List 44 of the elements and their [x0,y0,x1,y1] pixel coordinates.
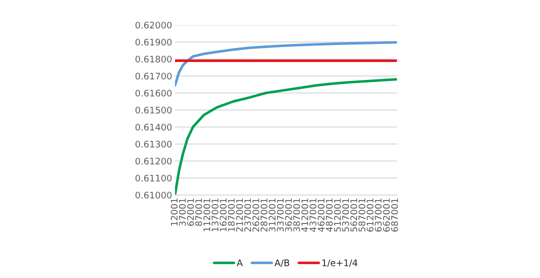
x-tick-label: 662001 [382,198,390,232]
y-tick-label: 0.61000 [135,192,172,199]
x-tick-label: 212001 [236,198,243,232]
x-tick-label: 537001 [342,198,350,232]
x-tick-label: 12001 [170,198,178,226]
x-tick-label: 437001 [310,198,316,232]
legend-label: A [236,260,243,266]
line-series [175,41,397,87]
y-tick-label: 0.61400 [135,124,172,131]
x-tick-label: 412001 [301,198,308,232]
x-tick-label: 687001 [391,198,398,232]
x-tick-label: 362001 [285,198,292,232]
x-tick-label: 562001 [350,198,358,232]
y-tick-label: 0.61200 [135,158,172,165]
x-tick-label: 337001 [276,198,284,232]
y-tick-label: 0.62000 [135,22,172,29]
y-tick-label: 0.61700 [135,72,172,80]
line-series [175,78,397,195]
x-tick-label: 287001 [260,198,268,232]
x-tick-label: 62001 [187,198,194,226]
x-tick-label: 87001 [195,198,202,226]
x-tick-label: 637001 [374,198,382,232]
x-tick-label: 237001 [244,198,252,232]
y-tick-label: 0.61500 [135,106,172,114]
x-tick-label: 37001 [178,198,186,226]
y-tick-label: 0.61300 [135,140,172,148]
x-tick-label: 312001 [268,198,276,232]
x-tick-label: 137001 [212,198,218,232]
x-tick-label: 387001 [293,198,300,232]
y-tick-label: 0.61600 [135,90,172,97]
x-tick-label: 587001 [358,198,366,232]
x-tick-label: 512001 [334,198,341,232]
legend-label: A/B [274,260,290,267]
x-tick-label: 262001 [252,198,260,232]
x-tick-label: 162001 [220,198,227,232]
x-tick-label: 187001 [228,198,235,232]
y-tick-label: 0.61800 [135,56,172,63]
x-tick-label: 462001 [318,198,325,232]
legend-label: 1/e+1/4 [322,260,358,267]
x-tick-label: 112001 [203,198,210,232]
x-tick-label: 487001 [326,198,333,232]
y-tick-label: 0.61900 [135,38,172,46]
y-tick-label: 0.61100 [135,174,172,182]
x-tick-label: 612001 [366,198,374,232]
